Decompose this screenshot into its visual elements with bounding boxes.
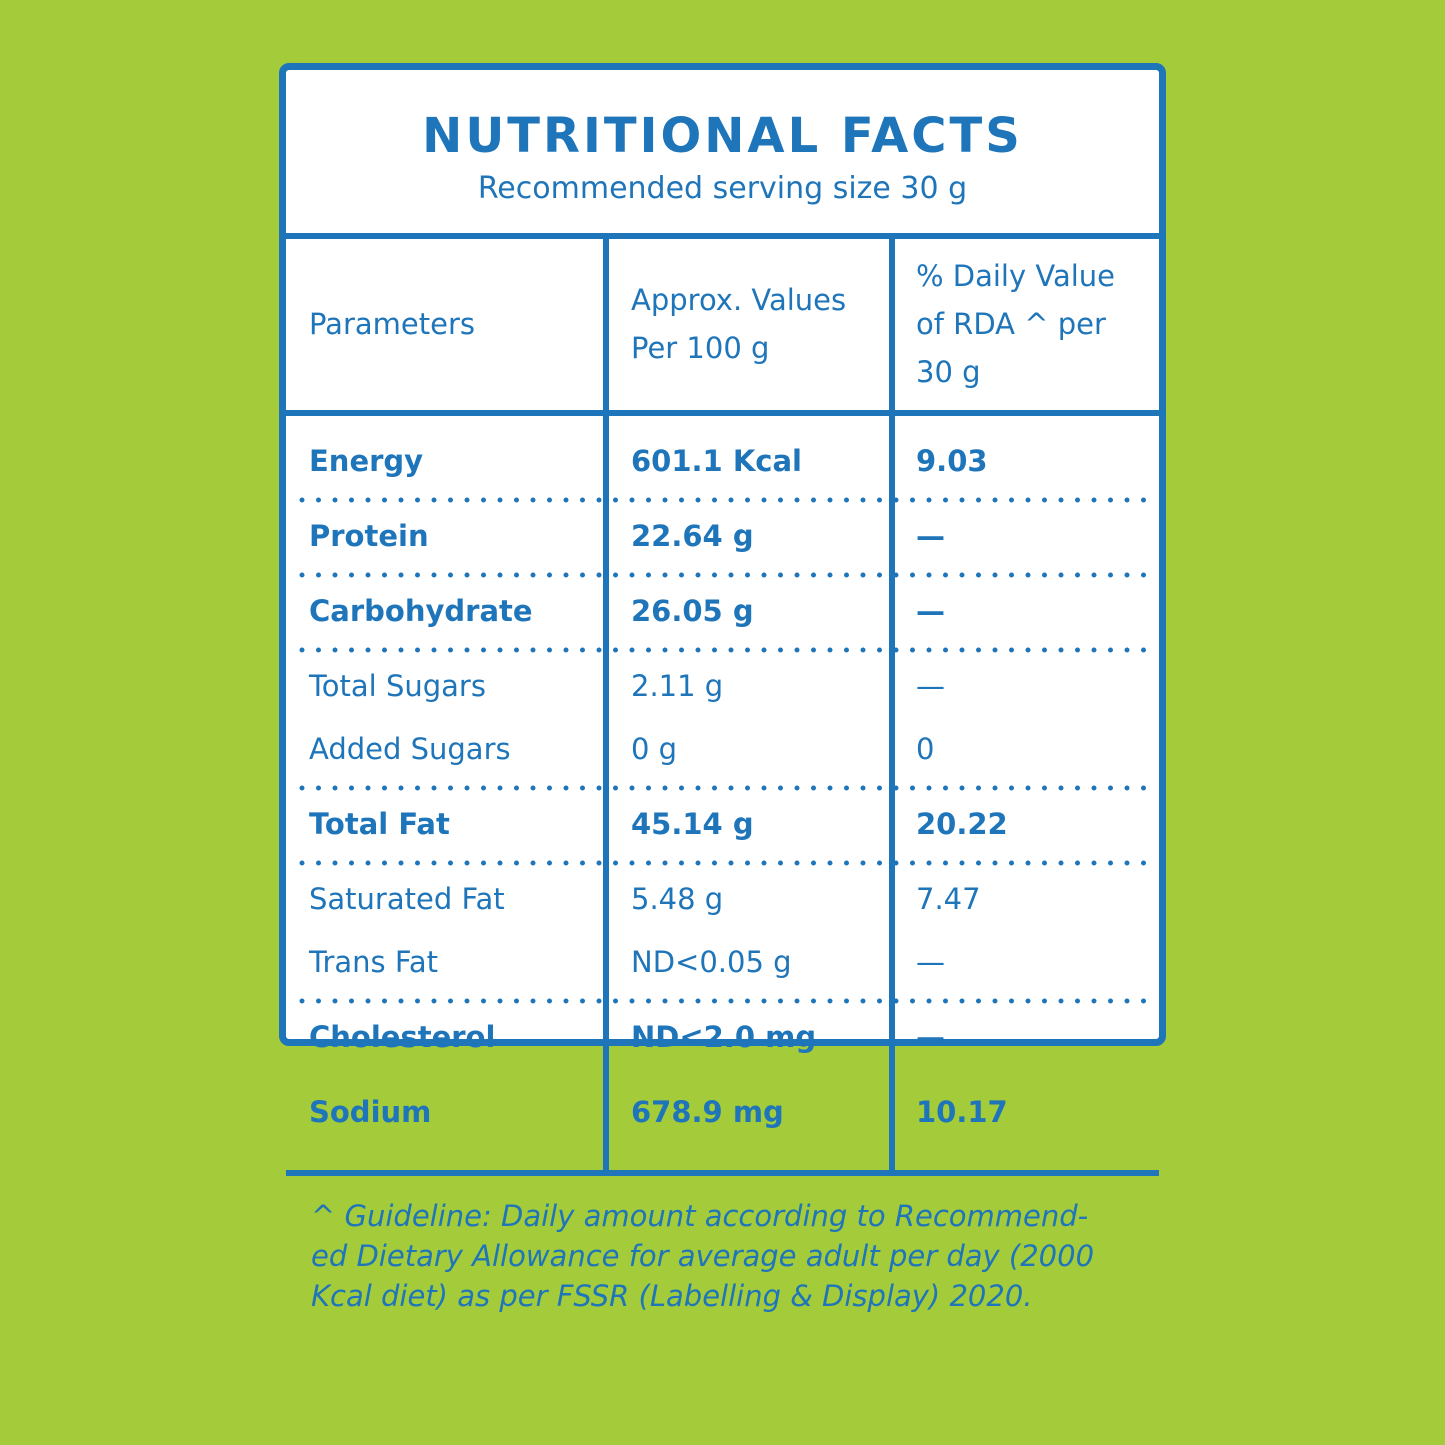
- value: 5.48 g: [631, 882, 724, 917]
- value: —: [916, 594, 945, 629]
- column-divider: [603, 233, 609, 1170]
- parameter: Added Sugars: [309, 732, 511, 767]
- value: 601.1 Kcal: [631, 444, 802, 479]
- footnote: ed Dietary Allowance for average adult p…: [311, 1239, 1095, 1274]
- column-header: % Daily Value: [916, 259, 1116, 294]
- parameter: Total Sugars: [309, 669, 486, 704]
- parameter: Total Fat: [309, 807, 450, 842]
- value: 0 g: [631, 732, 678, 767]
- value: 2.11 g: [631, 669, 724, 704]
- value: —: [916, 945, 945, 980]
- column-header: of RDA ^ per: [916, 307, 1106, 342]
- parameter: Cholesterol: [309, 1020, 496, 1055]
- parameter: Saturated Fat: [309, 882, 505, 917]
- divider: [286, 410, 1159, 416]
- parameter: Sodium: [309, 1095, 432, 1130]
- divider: [286, 1170, 1159, 1176]
- footnote: ^ Guideline: Daily amount according to R…: [311, 1199, 1089, 1234]
- value: 0: [916, 732, 935, 767]
- value: 20.22: [916, 807, 1008, 842]
- value: 7.47: [916, 882, 981, 917]
- title: NUTRITIONAL FACTS: [422, 108, 1023, 164]
- parameter: Trans Fat: [309, 945, 439, 980]
- divider: [286, 233, 1159, 239]
- value: 45.14 g: [631, 807, 754, 842]
- subtitle: Recommended serving size 30 g: [477, 171, 968, 206]
- value: —: [916, 669, 945, 704]
- parameter: Carbohydrate: [309, 594, 533, 629]
- column-header: Per 100 g: [631, 331, 770, 366]
- value: 22.64 g: [631, 519, 754, 554]
- value: 678.9 mg: [631, 1095, 784, 1130]
- column-header: Parameters: [309, 307, 475, 342]
- value: 26.05 g: [631, 594, 754, 629]
- column-divider: [889, 233, 895, 1170]
- parameter: Energy: [309, 444, 424, 479]
- value: 10.17: [916, 1095, 1008, 1130]
- value: —: [916, 1020, 945, 1055]
- parameter: Protein: [309, 519, 429, 554]
- nutrition-card: NUTRITIONAL FACTS Recommended serving si…: [279, 63, 1166, 1311]
- value: —: [916, 519, 945, 554]
- value: ND<0.05 g: [631, 945, 792, 980]
- column-header: Approx. Values: [631, 283, 847, 318]
- column-header: 30 g: [916, 355, 981, 390]
- value: ND<2.0 mg: [631, 1020, 817, 1055]
- footnote: Kcal diet) as per FSSR (Labelling & Disp…: [311, 1279, 1033, 1314]
- value: 9.03: [916, 444, 988, 479]
